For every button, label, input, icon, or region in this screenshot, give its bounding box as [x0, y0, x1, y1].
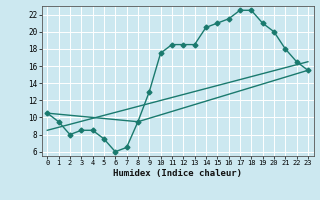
X-axis label: Humidex (Indice chaleur): Humidex (Indice chaleur) — [113, 169, 242, 178]
